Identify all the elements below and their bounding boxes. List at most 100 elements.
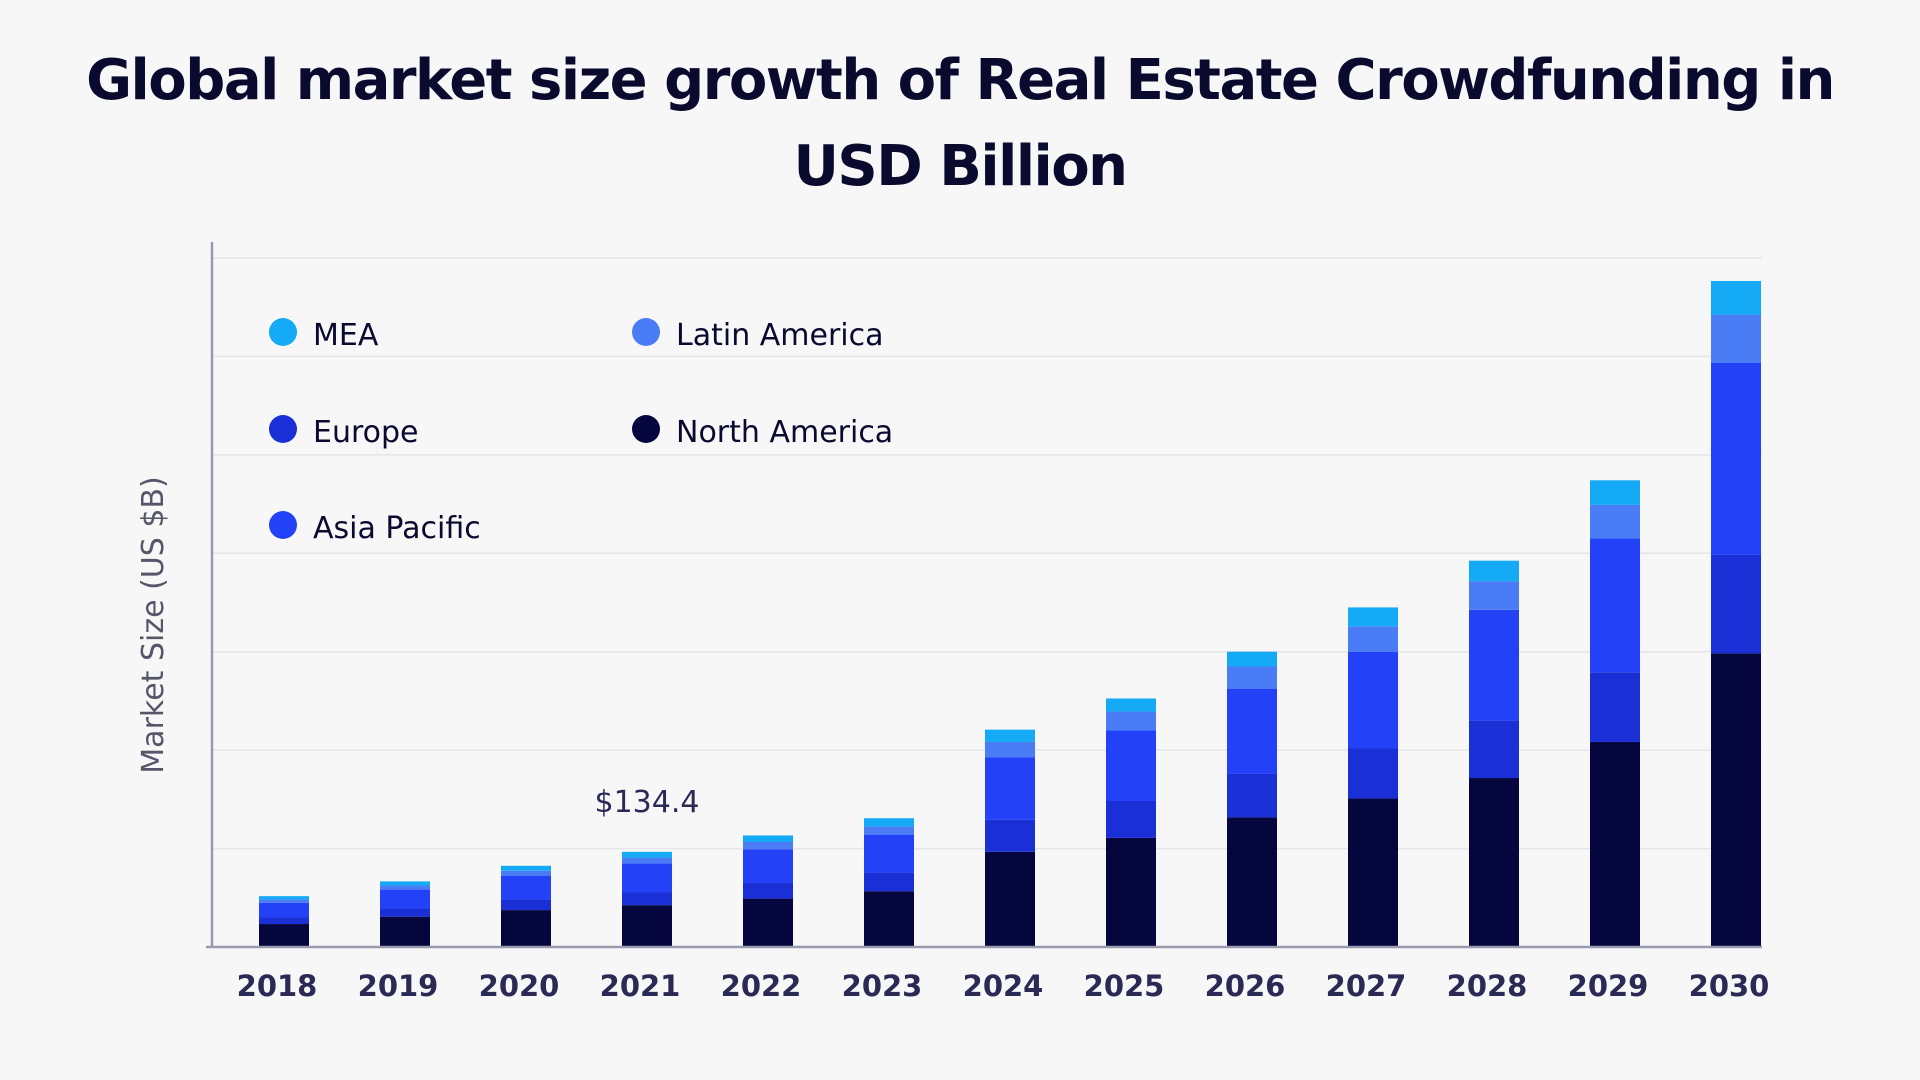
bar-2023-asia-pacific xyxy=(864,834,914,873)
data-label-2021: $134.4 xyxy=(595,785,700,820)
bar-2023-mea xyxy=(864,818,914,827)
bar-2021-asia-pacific xyxy=(622,863,672,893)
bar-2019-latin-america xyxy=(380,885,430,890)
legend-item-mea: MEA xyxy=(269,318,379,353)
bar-2027-mea xyxy=(1348,607,1398,627)
bar-2020-latin-america xyxy=(501,870,551,876)
bar-2018-europe xyxy=(259,917,309,925)
bar-2030-north-america xyxy=(1711,653,1761,947)
bar-2021-latin-america xyxy=(622,857,672,864)
x-tick-label-2020: 2020 xyxy=(479,969,560,1003)
legend-label: Latin America xyxy=(676,318,884,353)
chart-title: Global market size growth of Real Estate… xyxy=(0,38,1920,210)
bar-2020-north-america xyxy=(501,910,551,947)
legend-marker xyxy=(269,415,297,443)
legend-label: Asia Pacific xyxy=(313,511,481,546)
bar-2024-europe xyxy=(985,819,1035,852)
x-tick-label-2024: 2024 xyxy=(963,969,1044,1003)
bar-2018-latin-america xyxy=(259,899,309,903)
bar-2022-latin-america xyxy=(743,842,793,850)
axes xyxy=(206,242,1762,949)
bar-2029-europe xyxy=(1590,672,1640,742)
bar-2019-asia-pacific xyxy=(380,889,430,909)
legend-marker xyxy=(632,318,660,346)
bar-2020-asia-pacific xyxy=(501,875,551,900)
bar-2026-latin-america xyxy=(1227,666,1277,689)
bar-2028-latin-america xyxy=(1469,581,1519,610)
bar-2022-mea xyxy=(743,835,793,843)
bar-2029-north-america xyxy=(1590,741,1640,947)
chart-title-line-2: USD Billion xyxy=(793,134,1128,199)
x-tick-label-2029: 2029 xyxy=(1568,969,1649,1003)
bar-2030-mea xyxy=(1711,280,1761,315)
bar-2026-north-america xyxy=(1227,817,1277,947)
chart-title-line-1: Global market size growth of Real Estate… xyxy=(86,48,1835,113)
bar-2022-europe xyxy=(743,883,793,899)
x-tick-label-2025: 2025 xyxy=(1084,969,1165,1003)
y-axis-title: Market Size (US $B) xyxy=(136,476,171,773)
legend-marker xyxy=(269,318,297,346)
x-tick-label-2027: 2027 xyxy=(1326,969,1407,1003)
bar-2019-north-america xyxy=(380,916,430,947)
bar-2024-latin-america xyxy=(985,741,1035,758)
x-tick-labels: 2018 2019 2020 2021 2022 2023 2024 2025 2026 2027… xyxy=(237,969,1770,1003)
legend-marker xyxy=(269,511,297,539)
bar-2027-north-america xyxy=(1348,798,1398,947)
x-tick-label-2028: 2028 xyxy=(1447,969,1528,1003)
bar-2021-europe xyxy=(622,892,672,906)
legend-marker xyxy=(632,415,660,443)
bar-2028-europe xyxy=(1469,720,1519,779)
bar-2018-mea xyxy=(259,896,309,900)
bar-2030-europe xyxy=(1711,554,1761,654)
bar-2025-asia-pacific xyxy=(1106,730,1156,801)
bar-2026-mea xyxy=(1227,651,1277,667)
bar-2030-latin-america xyxy=(1711,314,1761,363)
bar-2028-mea xyxy=(1469,560,1519,582)
bar-2029-latin-america xyxy=(1590,504,1640,539)
bar-2019-europe xyxy=(380,908,430,917)
bar-2019-mea xyxy=(380,881,430,886)
legend-label: North America xyxy=(676,415,893,450)
x-tick-label-2026: 2026 xyxy=(1205,969,1286,1003)
annotations: $134.4 xyxy=(595,785,700,820)
bar-2028-asia-pacific xyxy=(1469,609,1519,721)
bar-2018-asia-pacific xyxy=(259,902,309,918)
bar-2026-europe xyxy=(1227,773,1277,818)
bar-2021-north-america xyxy=(622,905,672,947)
legend-item-latin-america: Latin America xyxy=(632,318,884,353)
bar-2020-europe xyxy=(501,899,551,911)
bar-2024-mea xyxy=(985,729,1035,742)
x-tick-label-2019: 2019 xyxy=(358,969,439,1003)
bar-2027-europe xyxy=(1348,748,1398,799)
bar-2027-latin-america xyxy=(1348,626,1398,652)
bar-2023-latin-america xyxy=(864,826,914,835)
legend-item-north-america: North America xyxy=(632,415,893,450)
bar-2030-asia-pacific xyxy=(1711,362,1761,555)
x-tick-label-2023: 2023 xyxy=(842,969,923,1003)
bar-2029-asia-pacific xyxy=(1590,538,1640,673)
bar-2025-europe xyxy=(1106,800,1156,838)
x-tick-label-2030: 2030 xyxy=(1689,969,1770,1003)
legend-label: Europe xyxy=(313,415,419,450)
bar-2026-asia-pacific xyxy=(1227,688,1277,774)
bar-2025-latin-america xyxy=(1106,711,1156,731)
bar-2027-asia-pacific xyxy=(1348,651,1398,749)
bar-2029-mea xyxy=(1590,480,1640,505)
bar-2022-north-america xyxy=(743,898,793,947)
bar-2021-mea xyxy=(622,851,672,858)
bar-2025-north-america xyxy=(1106,837,1156,947)
bar-2023-north-america xyxy=(864,891,914,947)
bar-2023-europe xyxy=(864,872,914,892)
bars xyxy=(259,280,1761,947)
x-tick-label-2021: 2021 xyxy=(600,969,681,1003)
x-tick-label-2018: 2018 xyxy=(237,969,318,1003)
bar-2024-asia-pacific xyxy=(985,757,1035,820)
legend-label: MEA xyxy=(313,318,379,353)
bar-2022-asia-pacific xyxy=(743,849,793,884)
x-tick-label-2022: 2022 xyxy=(721,969,802,1003)
bar-2020-mea xyxy=(501,865,551,871)
bar-2028-north-america xyxy=(1469,778,1519,947)
bar-2018-north-america xyxy=(259,924,309,947)
legend-item-asia-pacific: Asia Pacific xyxy=(269,511,481,546)
